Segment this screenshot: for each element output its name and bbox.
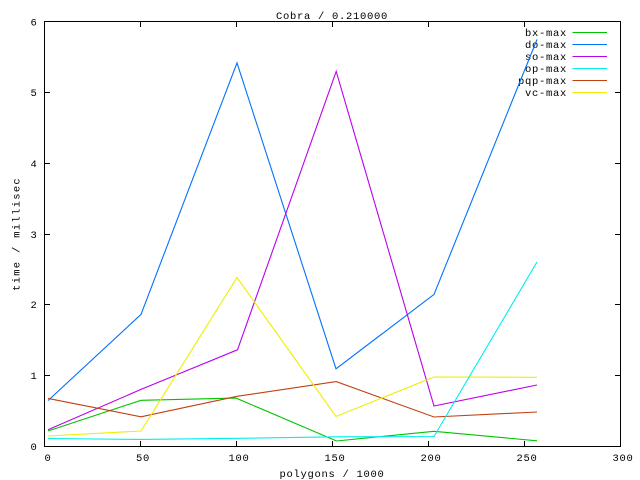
svg-text:0: 0 bbox=[44, 453, 51, 465]
svg-text:do-max: do-max bbox=[525, 40, 567, 52]
svg-text:op-max: op-max bbox=[525, 64, 567, 76]
svg-text:2: 2 bbox=[30, 300, 37, 312]
svg-text:pqp-max: pqp-max bbox=[518, 76, 567, 88]
svg-text:so-max: so-max bbox=[525, 52, 567, 64]
svg-text:100: 100 bbox=[228, 453, 249, 465]
svg-text:1: 1 bbox=[30, 371, 37, 383]
svg-text:vc-max: vc-max bbox=[525, 88, 567, 100]
svg-text:50: 50 bbox=[136, 453, 150, 465]
svg-text:polygons / 1000: polygons / 1000 bbox=[279, 469, 384, 480]
svg-text:3: 3 bbox=[30, 230, 37, 242]
svg-text:6: 6 bbox=[30, 18, 37, 30]
svg-text:Cobra / 0.210000: Cobra / 0.210000 bbox=[276, 11, 388, 23]
svg-text:4: 4 bbox=[30, 159, 37, 171]
svg-text:0: 0 bbox=[30, 442, 37, 454]
svg-text:150: 150 bbox=[324, 453, 345, 465]
svg-text:bx-max: bx-max bbox=[525, 28, 567, 40]
svg-text:5: 5 bbox=[30, 88, 37, 100]
svg-text:250: 250 bbox=[516, 453, 537, 465]
svg-text:300: 300 bbox=[612, 453, 633, 465]
svg-text:time / millisec: time / millisec bbox=[12, 177, 24, 291]
svg-text:200: 200 bbox=[420, 453, 441, 465]
